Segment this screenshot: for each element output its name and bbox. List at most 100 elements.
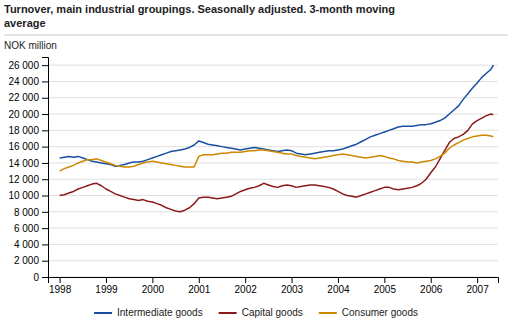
x-tick-label: 2000 — [142, 284, 165, 295]
x-tick-mark — [60, 277, 61, 283]
grid-line — [48, 260, 498, 261]
legend-swatch — [319, 312, 337, 314]
y-tick-label: 20 000 — [8, 109, 39, 120]
y-tick-label: 16 000 — [8, 141, 39, 152]
grid-line — [48, 211, 498, 212]
x-tick-label: 2003 — [281, 284, 304, 295]
y-tick-mark — [42, 98, 48, 99]
y-tick: 6 000 — [14, 223, 48, 234]
y-tick-mark — [42, 179, 48, 180]
y-tick-mark — [42, 277, 48, 278]
y-tick: 8 000 — [14, 207, 48, 218]
x-tick-mark — [477, 277, 478, 283]
legend-label: Capital goods — [242, 307, 303, 318]
x-tick: 2005 — [374, 277, 397, 295]
legend-item: Capital goods — [219, 307, 303, 318]
y-tick-label: 2 000 — [14, 255, 39, 266]
x-axis-line — [49, 278, 499, 284]
grid-line — [48, 244, 498, 245]
x-tick: 1999 — [95, 277, 118, 295]
x-tick-mark — [245, 277, 246, 283]
x-axis: 1998 1999 2000 2001 2002 2003 2004 2005 2006 2007 — [49, 277, 499, 295]
y-tick-label: 24 000 — [8, 76, 39, 87]
y-tick-mark — [42, 212, 48, 213]
y-tick-label: 14 000 — [8, 158, 39, 169]
y-tick: 16 000 — [8, 141, 48, 152]
y-tick-mark — [42, 147, 48, 148]
legend-swatch — [219, 312, 237, 314]
x-tick-label: 2007 — [466, 284, 489, 295]
x-tick: 2006 — [420, 277, 443, 295]
x-tick: 2004 — [327, 277, 350, 295]
y-tick: 12 000 — [8, 174, 48, 185]
x-tick-label: 1999 — [95, 284, 118, 295]
x-tick-mark — [199, 277, 200, 283]
y-tick-label: 22 000 — [8, 92, 39, 103]
legend-item: Intermediate goods — [94, 307, 203, 318]
x-tick: 1998 — [49, 277, 72, 295]
x-tick-label: 2001 — [188, 284, 211, 295]
y-tick-mark — [42, 163, 48, 164]
x-tick-label: 2006 — [420, 284, 443, 295]
legend-label: Consumer goods — [342, 307, 418, 318]
x-tick-mark — [338, 277, 339, 283]
x-tick-mark — [152, 277, 153, 283]
y-tick-label: 12 000 — [8, 174, 39, 185]
y-tick-label: 0 — [33, 272, 39, 283]
grid-line — [48, 114, 498, 115]
y-tick-mark — [42, 65, 48, 66]
y-tick: 26 000 — [8, 60, 48, 71]
grid-line — [48, 162, 498, 163]
y-tick-mark — [42, 261, 48, 262]
y-tick: 20 000 — [8, 109, 48, 120]
y-tick: 24 000 — [8, 76, 48, 87]
x-tick-mark — [431, 277, 432, 283]
y-axis-label: NOK million — [4, 40, 57, 51]
separator — [4, 35, 508, 36]
y-tick-label: 10 000 — [8, 190, 39, 201]
series-line — [60, 65, 494, 166]
y-axis: 0 2 000 4 000 6 000 8 000 10 000 12 000 14 000 1… — [8, 58, 48, 283]
x-tick-mark — [384, 277, 385, 283]
y-tick: 0 — [33, 272, 48, 283]
x-tick-label: 2005 — [374, 284, 397, 295]
x-tick: 2001 — [188, 277, 211, 295]
title-line: Turnover, main industrial groupings. Sea… — [4, 3, 395, 15]
y-tick-label: 26 000 — [8, 60, 39, 71]
x-tick: 2007 — [466, 277, 489, 295]
plot-area — [60, 65, 494, 212]
y-tick: 2 000 — [14, 255, 48, 266]
y-tick-mark — [42, 196, 48, 197]
grid-line — [48, 195, 498, 196]
title-line: average — [4, 17, 46, 29]
y-tick-mark — [42, 228, 48, 229]
legend: Intermediate goods Capital goods Consumer … — [94, 307, 418, 318]
y-tick: 22 000 — [8, 92, 48, 103]
grid-line — [48, 130, 498, 131]
y-tick: 4 000 — [14, 239, 48, 250]
y-tick-mark — [42, 130, 48, 131]
y-tick-label: 8 000 — [14, 207, 39, 218]
grid-line — [48, 65, 498, 66]
y-axis-line — [42, 58, 49, 278]
y-tick-mark — [42, 81, 48, 82]
grid-line — [48, 97, 498, 98]
y-tick: 10 000 — [8, 190, 48, 201]
x-tick-label: 1998 — [49, 284, 72, 295]
chart: Turnover, main industrial groupings. Sea… — [0, 0, 512, 323]
y-tick-label: 18 000 — [8, 125, 39, 136]
x-tick-mark — [292, 277, 293, 283]
y-tick: 14 000 — [8, 158, 48, 169]
grid-line — [48, 228, 498, 229]
x-tick: 2002 — [235, 277, 258, 295]
grid-line — [48, 179, 498, 180]
y-tick-label: 4 000 — [14, 239, 39, 250]
x-tick-label: 2004 — [327, 284, 350, 295]
x-tick: 2000 — [142, 277, 165, 295]
grid-line — [48, 146, 498, 147]
grid-line — [48, 81, 498, 82]
grid — [48, 65, 498, 277]
y-tick-label: 6 000 — [14, 223, 39, 234]
legend-swatch — [94, 312, 112, 314]
legend-label: Intermediate goods — [117, 307, 203, 318]
